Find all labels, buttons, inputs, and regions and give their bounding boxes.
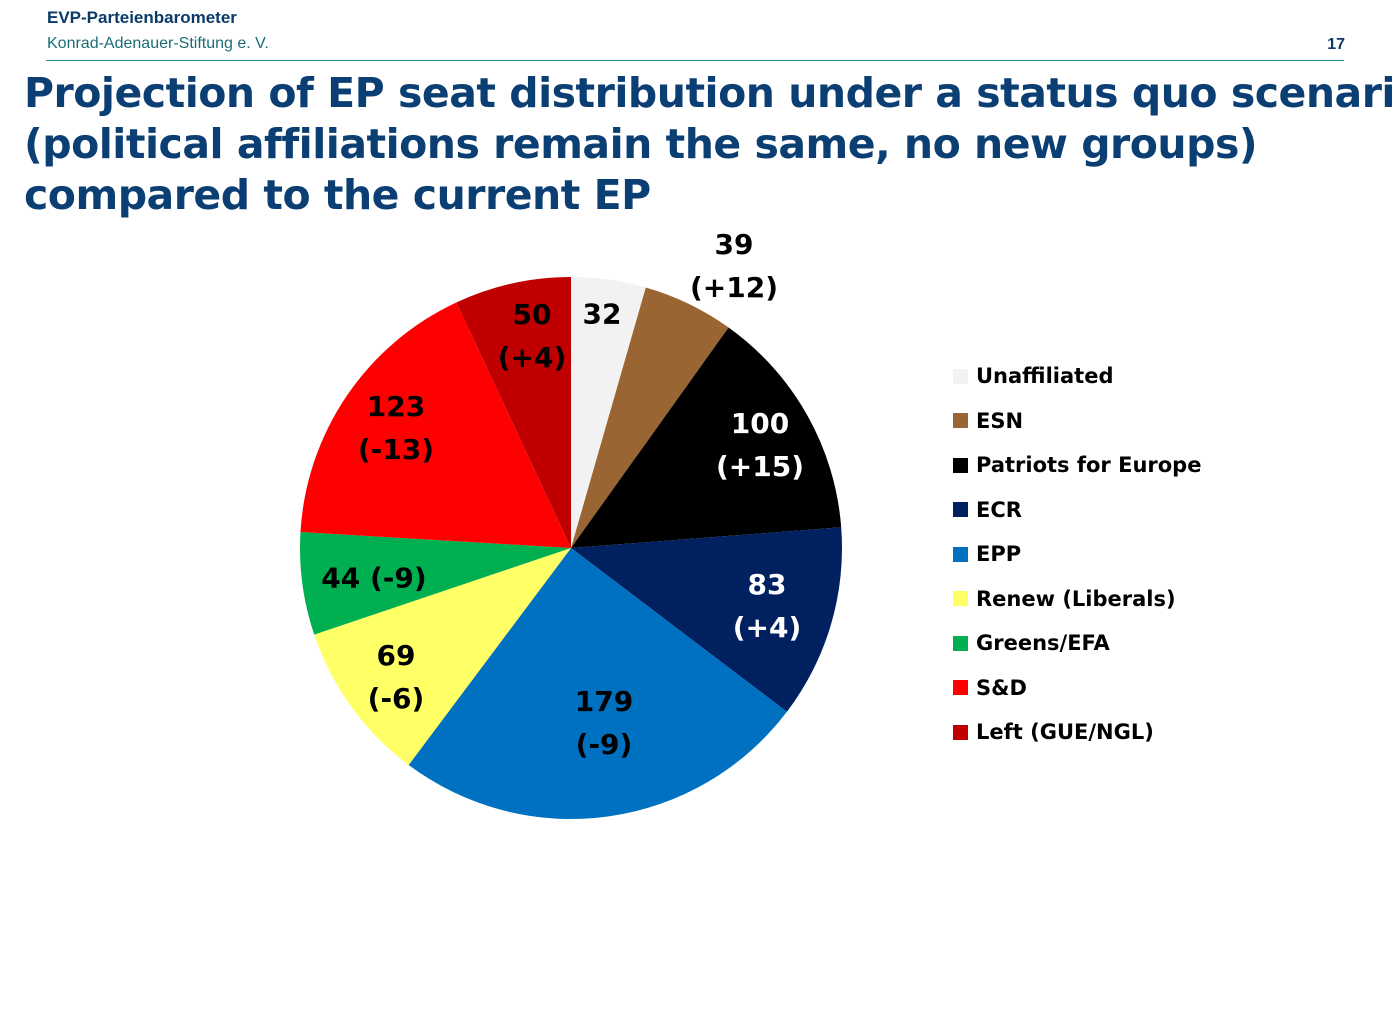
header-subtitle: Konrad-Adenauer-Stiftung e. V. <box>47 35 269 52</box>
slide-title-line-2: (political affiliations remain the same,… <box>24 120 1258 168</box>
legend-item-left-gue-ngl: Left (GUE/NGL) <box>953 710 1201 755</box>
legend-item-patriots-for-europe: Patriots for Europe <box>953 443 1201 488</box>
header-divider <box>46 60 1344 61</box>
legend-swatch <box>953 413 968 429</box>
pie-slice-s-d <box>300 302 571 548</box>
data-label-renew-liberals-line-2: (-6) <box>368 682 425 715</box>
slide-title-line-3: compared to the current EP <box>24 171 651 219</box>
pie-slice-ecr <box>571 527 842 712</box>
legend-swatch <box>953 502 968 518</box>
pie-slice-patriots-for-europe <box>571 327 842 548</box>
legend-swatch <box>953 546 968 562</box>
legend-swatch <box>953 635 968 651</box>
slide-title-line-1: Projection of EP seat distribution under… <box>24 69 1395 117</box>
pie-slice-left-gue-ngl <box>456 277 571 548</box>
legend-item-ecr: ECR <box>953 488 1201 533</box>
legend-swatch <box>953 724 968 740</box>
pie-slice-unaffiliated <box>571 277 646 548</box>
legend-label: Unaffiliated <box>976 364 1114 389</box>
legend-item-epp: EPP <box>953 532 1201 577</box>
legend-item-greens-efa: Greens/EFA <box>953 621 1201 666</box>
header-org-title: EVP-Parteienbarometer <box>47 8 237 27</box>
legend-item-unaffiliated: Unaffiliated <box>953 354 1201 399</box>
legend-swatch <box>953 591 968 607</box>
legend-label: ECR <box>976 497 1022 522</box>
data-label-epp-line-2: (-9) <box>576 728 633 761</box>
chart-legend: Unaffiliated ESN Patriots for Europe ECR EPP… <box>953 354 1201 755</box>
data-label-esn-line-1: 39 <box>715 228 754 261</box>
data-label-ecr-line-2: (+4) <box>733 611 802 644</box>
data-label-ecr-line-1: 83 <box>748 568 787 601</box>
legend-swatch <box>953 457 968 473</box>
data-label-patriots-for-europe-line-2: (+15) <box>716 450 804 483</box>
pie-slice-epp <box>408 548 787 819</box>
legend-label: EPP <box>976 542 1022 567</box>
legend-label: Greens/EFA <box>976 631 1110 656</box>
legend-item-renew-liberals: Renew (Liberals) <box>953 577 1201 622</box>
data-label-esn-line-2: (+12) <box>690 271 778 304</box>
pie-slice-renew-liberals <box>314 548 571 765</box>
legend-label: Left (GUE/NGL) <box>976 720 1154 745</box>
legend-label: Renew (Liberals) <box>976 586 1176 611</box>
data-label-renew-liberals-line-1: 69 <box>377 639 416 672</box>
legend-item-esn: ESN <box>953 399 1201 444</box>
data-label-greens-efa: 44 (-9) <box>321 562 426 595</box>
pie-slice-greens-efa <box>299 532 571 635</box>
legend-label: Patriots for Europe <box>976 453 1202 478</box>
legend-item-s-d: S&D <box>953 666 1201 711</box>
data-label-left-gue-ngl-line-2: (+4) <box>498 341 567 374</box>
legend-label: S&D <box>976 675 1027 700</box>
data-label-s-d-line-2: (-13) <box>358 433 434 466</box>
slide-title: Projection of EP seat distribution under… <box>24 68 1395 221</box>
data-label-unaffiliated: 32 <box>583 298 622 331</box>
data-label-epp-line-1: 179 <box>575 685 633 718</box>
legend-swatch <box>953 680 968 696</box>
data-label-left-gue-ngl-line-1: 50 <box>513 298 552 331</box>
legend-label: ESN <box>976 408 1024 433</box>
data-label-patriots-for-europe-line-1: 100 <box>731 407 789 440</box>
data-label-s-d-line-1: 123 <box>367 390 425 423</box>
page-number: 17 <box>1327 36 1345 53</box>
pie-slice-esn <box>571 287 729 548</box>
legend-swatch <box>953 368 968 384</box>
